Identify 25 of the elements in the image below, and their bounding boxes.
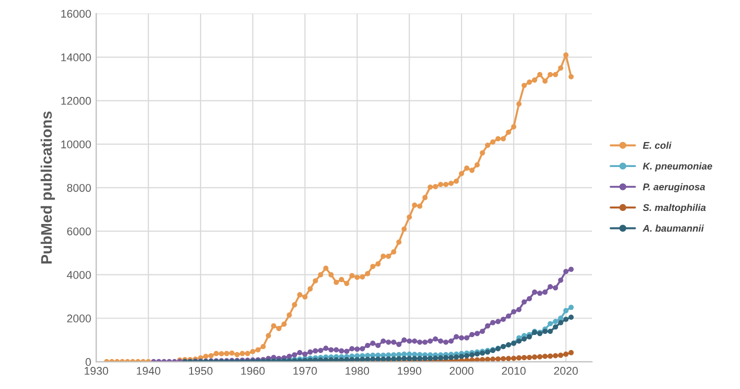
legend-label: E. coli [642, 142, 672, 149]
y-tick-label: 10000 [61, 140, 91, 148]
x-tick-label: 1980 [346, 366, 370, 375]
legend-label: K. pneumoniae [642, 162, 712, 172]
y-tick-label: 12000 [61, 96, 91, 105]
legend-label: A. baumannii [642, 224, 704, 232]
x-tick-label: 1940 [136, 366, 160, 375]
y-tick-label: 16000 [61, 10, 91, 18]
legend-label: P. aeruginosa [642, 183, 705, 192]
x-tick-label: 2020 [554, 366, 578, 375]
x-tick-label: 1960 [241, 366, 265, 375]
x-tick-label: 1930 [84, 366, 108, 375]
legend-label: S. maltophilia [642, 204, 706, 213]
x-tick-label: 1970 [293, 366, 317, 375]
y-tick-label: 4000 [66, 271, 91, 279]
x-tick-label: 2000 [450, 366, 474, 375]
x-tick-label: 1950 [189, 366, 213, 375]
y-tick-label: 0 [86, 358, 91, 366]
y-tick-label: 2000 [67, 314, 91, 322]
y-axis-title: PubMed publications [40, 112, 55, 264]
y-tick-label: 8000 [67, 184, 91, 192]
y-tick-label: 14000 [61, 53, 91, 62]
y-tick-label: 6000 [67, 227, 91, 236]
x-tick-label: 1990 [398, 366, 422, 375]
x-tick-label: 2010 [502, 366, 526, 375]
